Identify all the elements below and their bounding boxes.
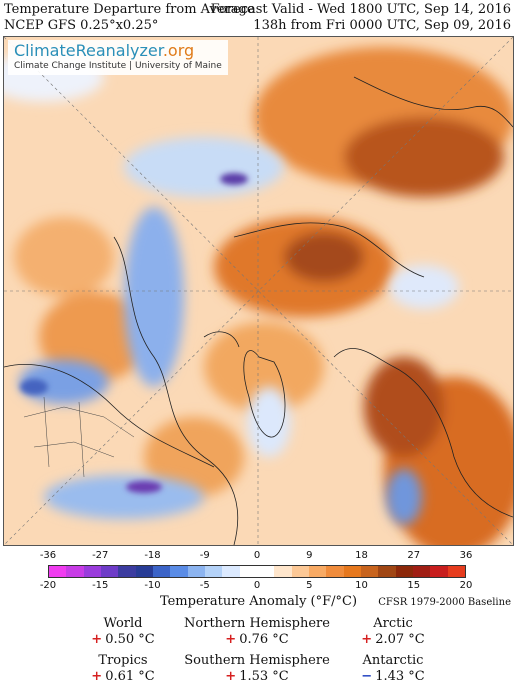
fahrenheit-ticks: -36 -27 -18 -9 0 9 18 27 36 [0, 550, 517, 564]
colorbar-swatch [187, 566, 205, 577]
colorbar-swatch [204, 566, 223, 577]
stat-tropics: Tropics +0.61 °C [38, 653, 208, 685]
stat-value: 0.61 °C [105, 669, 155, 684]
colorbar-label: Temperature Anomaly (°F/°C) [159, 594, 358, 609]
stat-name: Tropics [98, 653, 148, 668]
logo-text-reanalyzer: Reanalyzer [75, 41, 163, 60]
colorbar-swatch [152, 566, 171, 577]
celsius-tick: 0 [253, 580, 261, 591]
stat-name: World [103, 616, 143, 631]
colorbar-swatch [395, 566, 413, 577]
logo-subtitle: Climate Change Institute | University of… [14, 61, 222, 71]
celsius-tick: -10 [144, 580, 161, 591]
colorbar-swatch [343, 566, 361, 577]
forecast-valid-time: Forecast Valid - Wed 1800 UTC, Sep 14, 2… [210, 2, 511, 17]
political-borders [23, 396, 135, 478]
stat-sign: + [91, 669, 103, 684]
stat-name: Southern Hemisphere [184, 653, 330, 668]
colorbar-swatch [100, 566, 119, 577]
stat-sign: + [225, 669, 237, 684]
forecast-init-time: 138h from Fri 0000 UTC, Sep 09, 2016 [253, 18, 511, 33]
celsius-tick: -5 [199, 580, 210, 591]
colorbar [48, 565, 466, 578]
fahrenheit-tick: -9 [199, 550, 210, 561]
fahrenheit-tick: 18 [355, 550, 368, 561]
anomaly-map [3, 36, 514, 546]
fahrenheit-tick: 36 [459, 550, 473, 561]
model-label: NCEP GFS 0.25°x0.25° [4, 18, 159, 33]
stat-antarctic: Antarctic −1.43 °C [308, 653, 478, 685]
celsius-tick: 15 [407, 580, 421, 591]
fahrenheit-tick: 0 [253, 550, 261, 561]
stat-sign: + [225, 632, 237, 647]
stat-sign: + [361, 632, 373, 647]
celsius-tick: 5 [306, 580, 313, 591]
stat-value: 1.53 °C [239, 669, 289, 684]
logo-text-org: .org [162, 41, 195, 60]
strong-cold-spots [20, 173, 248, 493]
anomaly-map-svg [4, 37, 513, 545]
stat-name: Antarctic [362, 653, 424, 668]
fahrenheit-tick: -36 [39, 550, 57, 561]
graticule [4, 37, 513, 545]
celsius-tick: 20 [459, 580, 473, 591]
coastlines [4, 76, 513, 545]
celsius-tick: 10 [355, 580, 368, 591]
celsius-tick: -15 [92, 580, 109, 591]
climate-reanalyzer-logo: ClimateReanalyzer.org Climate Change Ins… [8, 40, 228, 75]
colorbar-swatch [308, 566, 327, 577]
colorbar-swatch [274, 566, 292, 577]
stat-name: Arctic [373, 616, 413, 631]
fahrenheit-tick: 9 [306, 550, 313, 561]
stat-value: 2.07 °C [375, 632, 425, 647]
stat-arctic: Arctic +2.07 °C [308, 616, 478, 648]
colorbar-swatch [326, 566, 344, 577]
stat-southern-hemisphere: Southern Hemisphere +1.53 °C [172, 653, 342, 685]
colorbar-swatch [49, 566, 67, 577]
stat-sign: − [361, 669, 373, 684]
colorbar-swatch [239, 566, 257, 577]
celsius-tick: -20 [39, 580, 57, 591]
colorbar-swatch [430, 566, 448, 577]
colorbar-swatch [412, 566, 431, 577]
stat-world: World +0.50 °C [38, 616, 208, 648]
baseline-label: CFSR 1979-2000 Baseline [378, 597, 511, 608]
colorbar-swatch [447, 566, 465, 577]
colorbar-swatch [360, 566, 379, 577]
colorbar-swatch [378, 566, 396, 577]
stat-name: Northern Hemisphere [184, 616, 330, 631]
map-title: Temperature Departure from Average [4, 2, 255, 17]
stat-value: 0.50 °C [105, 632, 155, 647]
fahrenheit-tick: -27 [92, 550, 109, 561]
colorbar-swatch [256, 566, 275, 577]
fahrenheit-tick: 27 [407, 550, 421, 561]
colorbar-swatch [170, 566, 188, 577]
colorbar-swatch [222, 566, 240, 577]
celsius-ticks: -20 -15 -10 -5 0 5 10 15 20 [0, 580, 517, 594]
stat-northern-hemisphere: Northern Hemisphere +0.76 °C [172, 616, 342, 648]
colorbar-swatch [135, 566, 153, 577]
colorbar-swatch [66, 566, 84, 577]
logo-text-climate: Climate [14, 41, 76, 60]
colorbar-swatch [291, 566, 309, 577]
colorbar-swatch [83, 566, 101, 577]
stat-value: 1.43 °C [375, 669, 425, 684]
colorbar-swatch [118, 566, 136, 577]
fahrenheit-tick: -18 [144, 550, 161, 561]
stat-sign: + [91, 632, 103, 647]
stat-value: 0.76 °C [239, 632, 289, 647]
